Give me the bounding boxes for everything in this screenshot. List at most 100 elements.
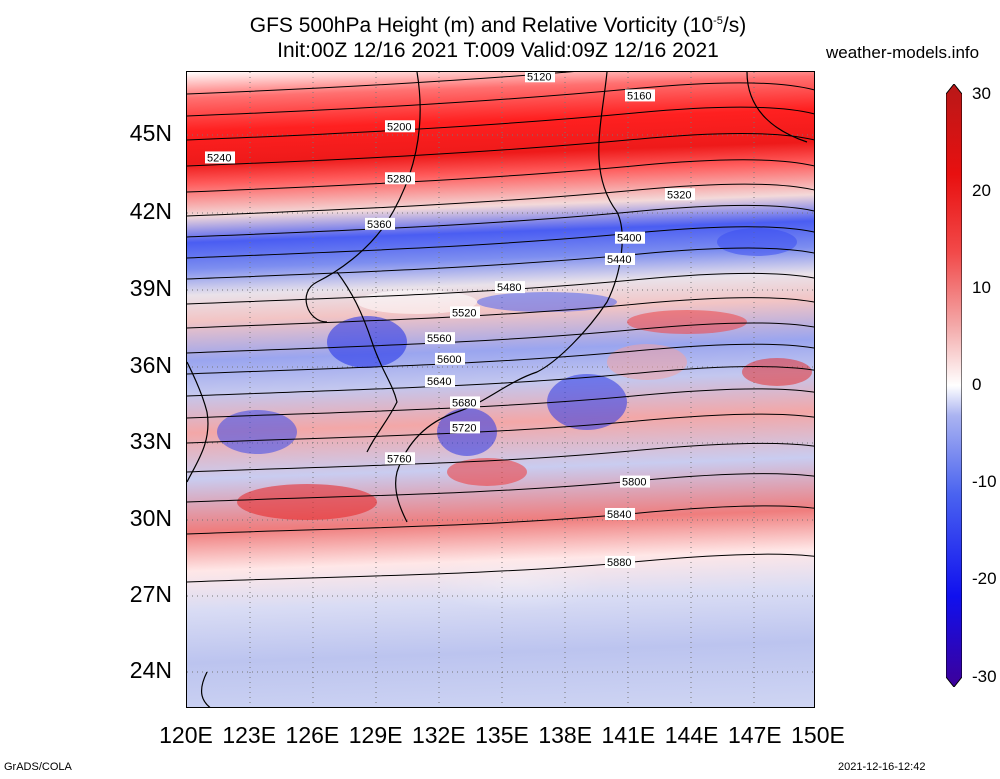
vorticity-blob (477, 292, 617, 312)
contour-label-bg (450, 396, 480, 409)
contour-label: 5560 (427, 333, 451, 345)
contour-label-bg (435, 352, 465, 365)
latitude-label: 42N (129, 198, 172, 224)
contour-label: 5400 (617, 233, 641, 245)
height-contour (187, 272, 814, 305)
longitude-label: 135E (475, 722, 529, 748)
contour-label: 5280 (387, 173, 411, 185)
longitude-label: 147E (727, 722, 782, 748)
longitude-label: 126E (285, 722, 340, 748)
contour-label-bg (205, 151, 235, 164)
contour-label-bg (605, 507, 635, 520)
coastline (746, 72, 808, 143)
contour-label: 5720 (452, 422, 476, 434)
contour-label-bg (425, 332, 455, 345)
height-contour (187, 322, 814, 354)
contour-label: 5320 (667, 189, 691, 201)
height-contour (187, 297, 814, 329)
vorticity-blob (717, 228, 797, 256)
height-contour (187, 553, 814, 583)
longitude-label: 120E (159, 722, 213, 748)
contour-label-bg (625, 89, 655, 102)
vorticity-blob (327, 316, 407, 368)
height-contour (187, 226, 814, 259)
contour-label: 5600 (437, 354, 461, 366)
height-contour (187, 247, 814, 280)
colorbar-label: -10 (972, 472, 997, 491)
contour-label-bg (605, 555, 635, 568)
colorbar-label: -20 (972, 569, 997, 588)
height-contour (187, 106, 814, 141)
height-contour (187, 343, 814, 375)
contour-label-bg (385, 120, 415, 133)
contour-label-bg (495, 281, 525, 294)
contour-label-bg (665, 188, 695, 201)
contour-label-bg (450, 421, 480, 434)
latitude-label: 24N (129, 657, 172, 683)
vorticity-blob (447, 458, 527, 486)
vorticity-blob (627, 310, 747, 334)
vorticity-blob (237, 484, 377, 520)
contour-label: 5120 (527, 72, 551, 83)
colorbar-label: 30 (972, 84, 991, 103)
contour-label: 5520 (452, 307, 476, 319)
longitude-label: 123E (222, 722, 277, 748)
longitude-label: 129E (348, 722, 403, 748)
vorticity-blob (547, 374, 627, 430)
contour-label: 5880 (607, 557, 631, 569)
colorbar-label: 20 (972, 181, 991, 200)
contour-label-bg (605, 252, 635, 265)
contour-label: 5640 (427, 376, 451, 388)
coastline (187, 361, 209, 483)
height-contour (187, 473, 814, 503)
height-contour (187, 505, 814, 535)
contour-label-bg (425, 375, 455, 388)
longitude-label: 138E (538, 722, 593, 748)
colorbar-label: 10 (972, 278, 991, 297)
longitude-label: 150E (791, 722, 845, 748)
colorbar-label: 0 (972, 375, 982, 394)
vorticity-blob (742, 358, 812, 386)
latitude-label: 45N (129, 120, 172, 146)
colorbar (946, 84, 962, 687)
contour-label: 5360 (367, 219, 391, 231)
vorticity-blob (217, 410, 297, 454)
contour-label: 5200 (387, 121, 411, 133)
contour-label-bg (620, 475, 650, 488)
contour-label: 5480 (497, 282, 521, 294)
coastline (336, 271, 398, 453)
contour-label-bg (525, 72, 555, 83)
contour-label: 5440 (607, 254, 631, 266)
colorbar-label: -30 (972, 667, 997, 686)
vorticity-map: 5120 5160 5200 5240 5280 5320 5360 5400 5440 5480… (186, 71, 815, 708)
contour-label: 5760 (387, 453, 411, 465)
latitude-label: 36N (129, 352, 172, 378)
map-title-line2: Init:00Z 12/16 2021 T:009 Valid:09Z 12/1… (277, 39, 719, 62)
height-contour (187, 183, 814, 217)
contour-label-bg (615, 231, 645, 244)
height-contour (187, 82, 814, 117)
map-title-line1: GFS 500hPa Height (m) and Relative Vorti… (249, 14, 747, 37)
latitude-label: 27N (129, 581, 172, 607)
site-credit: weather-models.info (826, 43, 980, 62)
latitude-label: 39N (129, 275, 172, 301)
height-contour (187, 72, 575, 95)
height-contour (187, 388, 814, 419)
contour-label-bg (385, 452, 415, 465)
height-contour (187, 413, 814, 444)
height-contour (187, 133, 814, 167)
contour-label: 5840 (607, 509, 631, 521)
contour-label-bg (365, 217, 395, 230)
footer-credit: GrADS/COLA (4, 761, 72, 773)
coastline (305, 72, 421, 323)
height-contour (187, 159, 814, 193)
latitude-label: 30N (129, 505, 172, 531)
longitude-label: 132E (411, 722, 466, 748)
contour-label-bg (450, 306, 480, 319)
contour-label: 5160 (627, 90, 651, 102)
longitude-label: 144E (664, 722, 719, 748)
contour-label: 5680 (452, 397, 476, 409)
height-contour (187, 205, 814, 238)
footer-timestamp: 2021-12-16-12:42 (838, 761, 926, 773)
contour-label: 5240 (207, 152, 231, 164)
